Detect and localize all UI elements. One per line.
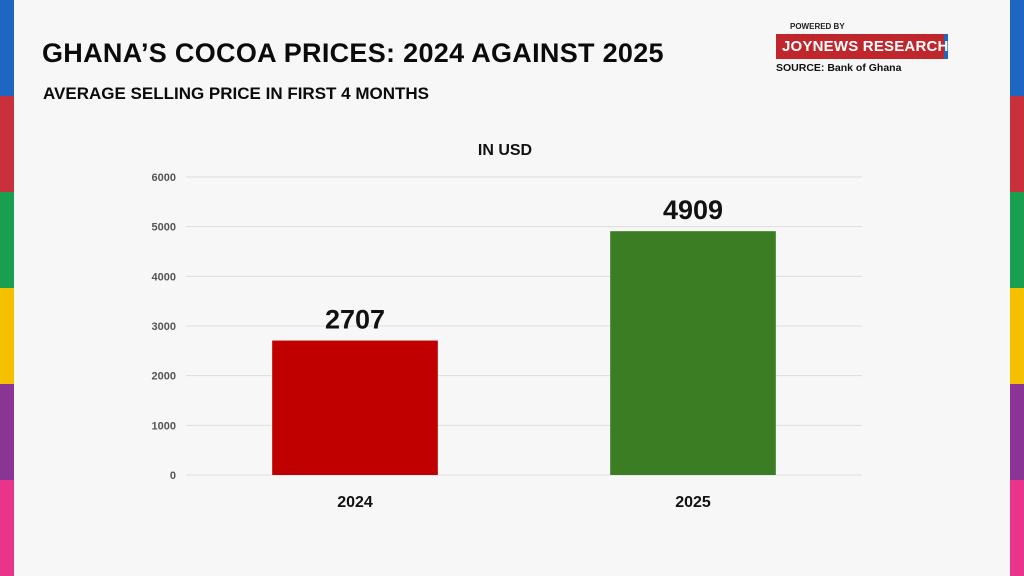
y-tick-label: 5000 [152,222,176,234]
stripe-segment [0,480,14,576]
y-tick-label: 4000 [152,271,176,283]
page-title: GHANA’S COCOA PRICES: 2024 AGAINST 2025 [42,38,664,68]
stripe-segment [0,96,14,192]
stripe-segment [0,384,14,480]
right-color-stripe [1010,0,1024,576]
stripe-segment [1010,384,1024,480]
bar-2024 [272,340,438,475]
stripe-segment [1010,0,1024,96]
x-category-label: 2025 [675,494,711,511]
powered-by-label: POWERED BY [790,22,845,31]
chart-title: IN USD [477,142,533,159]
brand-block: POWERED BY JOYNEWS RESEARCH SOURCE: Bank… [776,22,956,74]
stripe-segment [1010,288,1024,384]
x-category-label: 2024 [337,494,373,511]
stripe-segment [1010,192,1024,288]
page-subtitle: AVERAGE SELLING PRICE IN FIRST 4 MONTHS [43,84,429,103]
stripe-segment [1010,96,1024,192]
stripe-segment [0,192,14,288]
y-tick-label: 1000 [152,420,176,432]
y-tick-label: 2000 [152,371,176,383]
source-label: SOURCE: Bank of Ghana [776,62,902,74]
y-tick-label: 3000 [152,321,176,333]
stripe-segment [0,0,14,96]
left-color-stripe [0,0,14,576]
brand-logo: JOYNEWS RESEARCH [776,34,948,59]
y-tick-label: 0 [170,470,176,482]
stripe-segment [1010,480,1024,576]
bar-2025 [610,231,776,475]
y-tick-label: 6000 [152,172,176,184]
data-label: 4909 [663,195,723,225]
data-label: 2707 [325,305,385,335]
stripe-segment [0,288,14,384]
